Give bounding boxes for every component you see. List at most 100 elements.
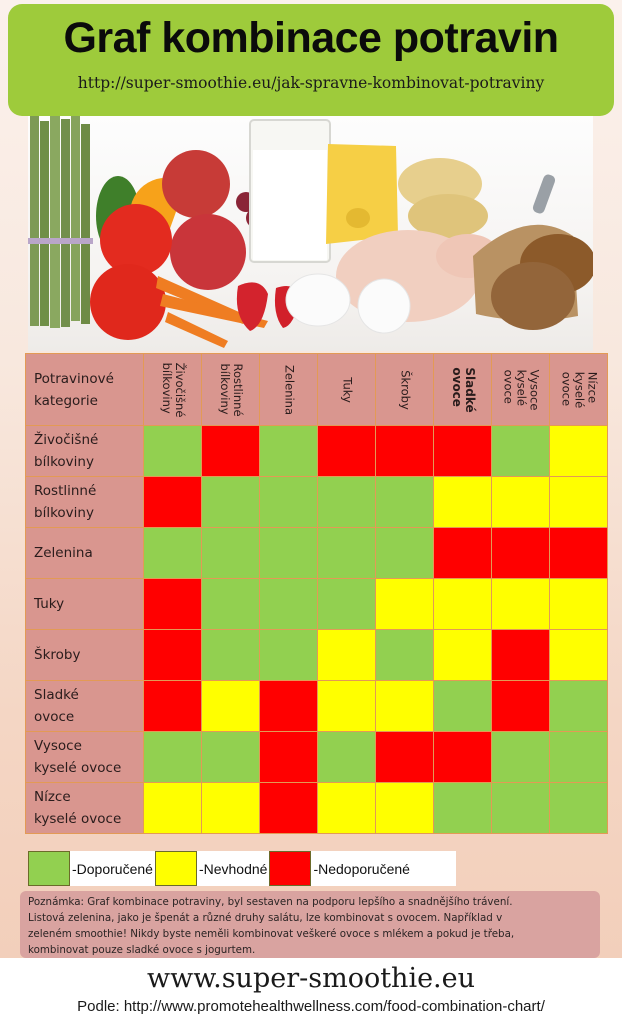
row-header: Rostlinné bílkoviny — [25, 476, 144, 528]
grid-cell — [201, 782, 260, 834]
table-row: Nízce kyselé ovoce — [25, 782, 608, 834]
grid-cell — [201, 578, 260, 630]
grid-cell — [317, 527, 376, 579]
grid-cell — [201, 476, 260, 528]
grid-cell — [259, 680, 318, 732]
grid-cell — [317, 578, 376, 630]
grid-cell — [375, 578, 434, 630]
grid-cell — [549, 680, 608, 732]
grid-cell — [375, 527, 434, 579]
legend-label: -Doporučené — [72, 860, 153, 877]
grid-cell — [317, 425, 376, 477]
grid-cell — [317, 731, 376, 783]
corner-header: Potravinové kategorie — [25, 353, 144, 426]
page-title: Graf kombinace potravin — [63, 14, 559, 62]
grid-cell — [201, 731, 260, 783]
note-line: Poznámka: Graf kombinace potraviny, byl … — [28, 896, 513, 908]
row-header: Vysoce kyselé ovoce — [25, 731, 144, 783]
grid-cell — [259, 527, 318, 579]
asparagus-icon — [28, 116, 93, 328]
row-header: Živočišné bílkoviny — [25, 425, 144, 477]
grid-cell — [549, 527, 608, 579]
grid-cell — [433, 578, 492, 630]
row-header: Nízce kyselé ovoce — [25, 782, 144, 834]
grid-cell — [201, 425, 260, 477]
legend-item: -Nedoporučené — [269, 851, 412, 886]
grid-cell — [259, 425, 318, 477]
grid-cell — [549, 476, 608, 528]
note-line: zeleném smoothie! Nikdy byste neměli kom… — [28, 928, 515, 940]
food-illustration — [28, 116, 593, 348]
table-row: Zelenina — [25, 527, 608, 579]
grid-cell — [433, 731, 492, 783]
grid-cell — [433, 425, 492, 477]
grid-cell — [491, 680, 550, 732]
grid-cell — [491, 629, 550, 681]
grid-cell — [549, 629, 608, 681]
grid-cell — [375, 680, 434, 732]
legend-swatch-icon — [154, 851, 197, 886]
grid-cell — [433, 629, 492, 681]
row-header: Tuky — [25, 578, 144, 630]
grid-cell — [549, 425, 608, 477]
grid-cell — [491, 425, 550, 477]
legend: -Doporučené -Nevhodné -Nedoporučené — [28, 851, 456, 886]
grid-cell — [143, 731, 202, 783]
column-header: Zelenina — [259, 353, 318, 426]
grid-cell — [375, 629, 434, 681]
grid-cell — [259, 476, 318, 528]
table-header-row: Potravinové kategorie Živočišné bílkovin… — [25, 353, 608, 426]
table-row: Sladké ovoce — [25, 680, 608, 732]
grid-cell — [143, 782, 202, 834]
legend-swatch-icon — [269, 851, 312, 886]
column-header: Nízce kyselé ovoce — [549, 353, 608, 426]
grid-cell — [491, 782, 550, 834]
grid-cell — [201, 680, 260, 732]
column-header: Vysoce kyselé ovoce — [491, 353, 550, 426]
grid-cell — [317, 629, 376, 681]
grid-cell — [549, 578, 608, 630]
grid-cell — [433, 476, 492, 528]
column-header: Škroby — [375, 353, 434, 426]
column-header: Sladké ovoce — [433, 353, 492, 426]
table-row: Škroby — [25, 629, 608, 681]
legend-label: -Nevhodné — [198, 860, 268, 877]
column-header: Rostlinné bílkoviny — [201, 353, 260, 426]
table-row: Vysoce kyselé ovoce — [25, 731, 608, 783]
table-row: Tuky — [25, 578, 608, 630]
grid-cell — [375, 782, 434, 834]
footer: www.super-smoothie.eu Podle: http://www.… — [0, 958, 622, 1024]
grid-cell — [259, 578, 318, 630]
grid-cell — [433, 782, 492, 834]
grid-cell — [375, 476, 434, 528]
grid-cell — [259, 782, 318, 834]
grid-cell — [317, 476, 376, 528]
grid-cell — [143, 476, 202, 528]
grid-cell — [317, 680, 376, 732]
row-header: Sladké ovoce — [25, 680, 144, 732]
source-url[interactable]: http://super-smoothie.eu/jak-spravne-kom… — [77, 74, 545, 92]
food-combination-grid: Potravinové kategorie Živočišné bílkovin… — [25, 353, 608, 834]
legend-item: -Doporučené — [28, 851, 155, 886]
row-header: Zelenina — [25, 527, 144, 579]
grid-cell — [201, 629, 260, 681]
table-row: Živočišné bílkoviny — [25, 425, 608, 477]
grid-cell — [143, 527, 202, 579]
grid-cell — [317, 782, 376, 834]
grid-cell — [549, 731, 608, 783]
grid-cell — [143, 425, 202, 477]
grid-cell — [143, 629, 202, 681]
column-header: Tuky — [317, 353, 376, 426]
footer-source-link[interactable]: Podle: http://www.promotehealthwellness.… — [77, 998, 545, 1015]
grid-cell — [491, 731, 550, 783]
footer-site-link[interactable]: www.super-smoothie.eu — [146, 963, 476, 994]
grid-cell — [433, 680, 492, 732]
grid-cell — [433, 527, 492, 579]
table-row: Rostlinné bílkoviny — [25, 476, 608, 528]
grid-cell — [549, 782, 608, 834]
legend-label: -Nedoporučené — [313, 860, 410, 877]
grid-cell — [259, 629, 318, 681]
grid-cell — [143, 680, 202, 732]
column-header: Živočišné bílkoviny — [143, 353, 202, 426]
grid-cell — [201, 527, 260, 579]
